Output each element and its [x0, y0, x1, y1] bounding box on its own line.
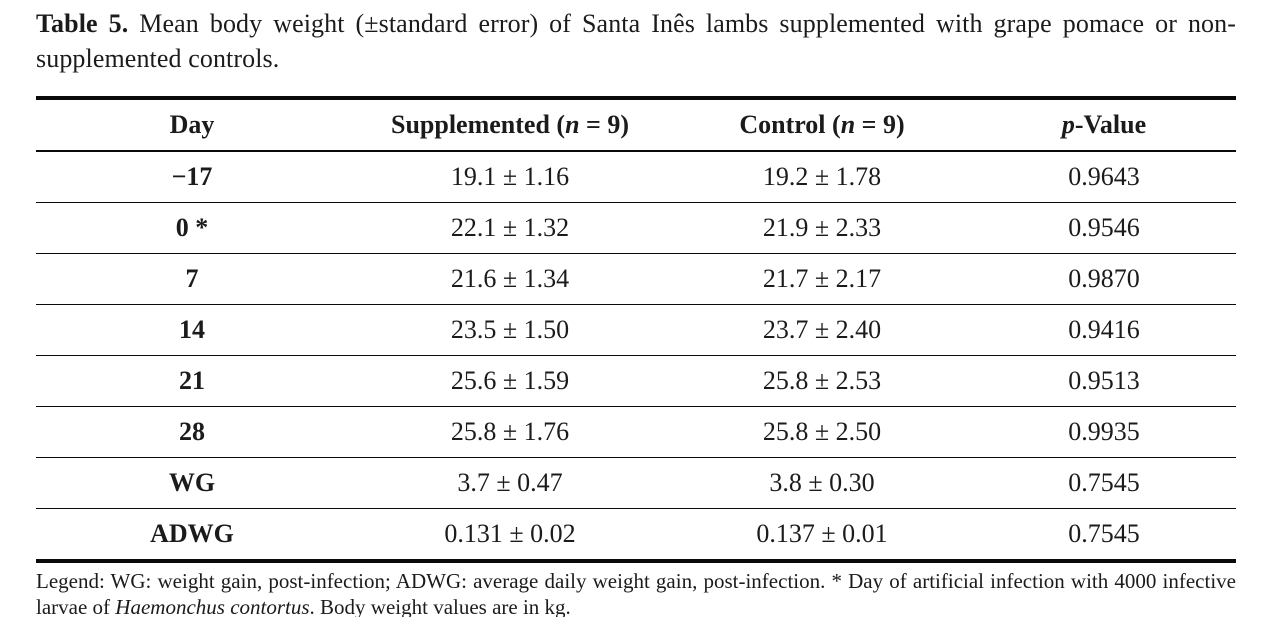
- table-row: WG 3.7 ± 0.47 3.8 ± 0.30 0.7545: [36, 457, 1236, 509]
- cell-supplemented: 3.7 ± 0.47: [348, 457, 672, 509]
- cell-day: −17: [36, 151, 348, 203]
- cell-supplemented: 0.131 ± 0.02: [444, 519, 576, 548]
- cell-day: 7: [36, 253, 348, 305]
- table-row: −17 19.1 ± 1.16 19.2 ± 1.78 0.9643: [36, 151, 1236, 203]
- cell-supplemented: 21.6 ± 1.34: [348, 253, 672, 305]
- legend-text-before: Legend: WG: weight gain, post-infection;…: [36, 569, 1236, 617]
- table-row: 7 21.6 ± 1.34 21.7 ± 2.17 0.9870: [36, 253, 1236, 305]
- cell-control: 21.9 ± 2.33: [672, 202, 972, 254]
- header-control-prefix: Control (: [739, 110, 841, 139]
- header-control-n: n: [840, 110, 856, 139]
- cell-pvalue: 0.9935: [972, 406, 1236, 458]
- header-day-label: Day: [169, 110, 215, 139]
- header-row: Day Supplemented (n = 9) Control (n = 9)…: [36, 98, 1236, 152]
- cell-control: 3.8 ± 0.30: [672, 457, 972, 509]
- legend-text-after: . Body weight values are in kg.: [309, 595, 571, 617]
- header-control-suffix: = 9): [855, 110, 905, 139]
- cell-control: 25.8 ± 2.53: [672, 355, 972, 407]
- header-pvalue-suffix: -Value: [1074, 110, 1147, 139]
- cell-pvalue: 0.9546: [972, 202, 1236, 254]
- table-body: −17 19.1 ± 1.16 19.2 ± 1.78 0.9643 0 * 2…: [36, 151, 1236, 561]
- header-supplemented-suffix: = 9): [579, 110, 630, 139]
- header-supplemented-prefix: Supplemented (: [390, 110, 566, 139]
- header-supplemented-n: n: [565, 110, 580, 139]
- cell-day: WG: [36, 457, 348, 509]
- table-row: ADWG 0.131 ± 0.02 0.137 ± 0.01 0.7545: [36, 509, 1236, 562]
- table-legend: Legend: WG: weight gain, post-infection;…: [36, 568, 1236, 617]
- column-header-pvalue: p-Value: [972, 98, 1236, 152]
- cell-day: 14: [36, 304, 348, 356]
- cell-control: 19.2 ± 1.78: [672, 151, 972, 203]
- table-row: 28 25.8 ± 1.76 25.8 ± 2.50 0.9935: [36, 406, 1236, 458]
- table-row: 0 * 22.1 ± 1.32 21.9 ± 2.33 0.9546: [36, 202, 1236, 254]
- cell-pvalue: 0.9416: [972, 304, 1236, 356]
- cell-day: 21: [36, 355, 348, 407]
- cell-pvalue: 0.9870: [972, 253, 1236, 305]
- cell-day: 0 *: [36, 202, 348, 254]
- cell-supplemented: 19.1 ± 1.16: [348, 151, 672, 203]
- header-pvalue-p: p: [1061, 110, 1075, 139]
- cell-pvalue: 0.9513: [972, 355, 1236, 407]
- caption-text: Mean body weight (±standard error) of Sa…: [36, 9, 1237, 73]
- cell-control: 23.7 ± 2.40: [672, 304, 972, 356]
- cell-control: 21.7 ± 2.17: [672, 253, 972, 305]
- table-header: Day Supplemented (n = 9) Control (n = 9)…: [36, 98, 1236, 152]
- column-header-supplemented: Supplemented (n = 9): [348, 98, 672, 152]
- cell-supplemented: 25.8 ± 1.76: [348, 406, 672, 458]
- column-header-day: Day: [36, 98, 348, 152]
- cell-supplemented: 25.6 ± 1.59: [348, 355, 672, 407]
- cell-pvalue: 0.9643: [972, 151, 1236, 203]
- column-header-control: Control (n = 9): [672, 98, 972, 152]
- cell-pvalue: 0.7545: [1068, 519, 1140, 548]
- table-row: 21 25.6 ± 1.59 25.8 ± 2.53 0.9513: [36, 355, 1236, 407]
- cell-pvalue: 0.7545: [972, 457, 1236, 509]
- cell-control: 0.137 ± 0.01: [756, 519, 888, 548]
- cell-day: ADWG: [150, 519, 234, 548]
- cell-control: 25.8 ± 2.50: [672, 406, 972, 458]
- legend-species-italic: Haemonchus contortus: [115, 595, 310, 617]
- caption-label: Table 5.: [36, 9, 129, 38]
- cell-supplemented: 22.1 ± 1.32: [348, 202, 672, 254]
- table-row: 14 23.5 ± 1.50 23.7 ± 2.40 0.9416: [36, 304, 1236, 356]
- cell-supplemented: 23.5 ± 1.50: [348, 304, 672, 356]
- table-caption: Table 5. Mean body weight (±standard err…: [36, 6, 1236, 76]
- cell-day: 28: [36, 406, 348, 458]
- data-table: Day Supplemented (n = 9) Control (n = 9)…: [36, 96, 1236, 563]
